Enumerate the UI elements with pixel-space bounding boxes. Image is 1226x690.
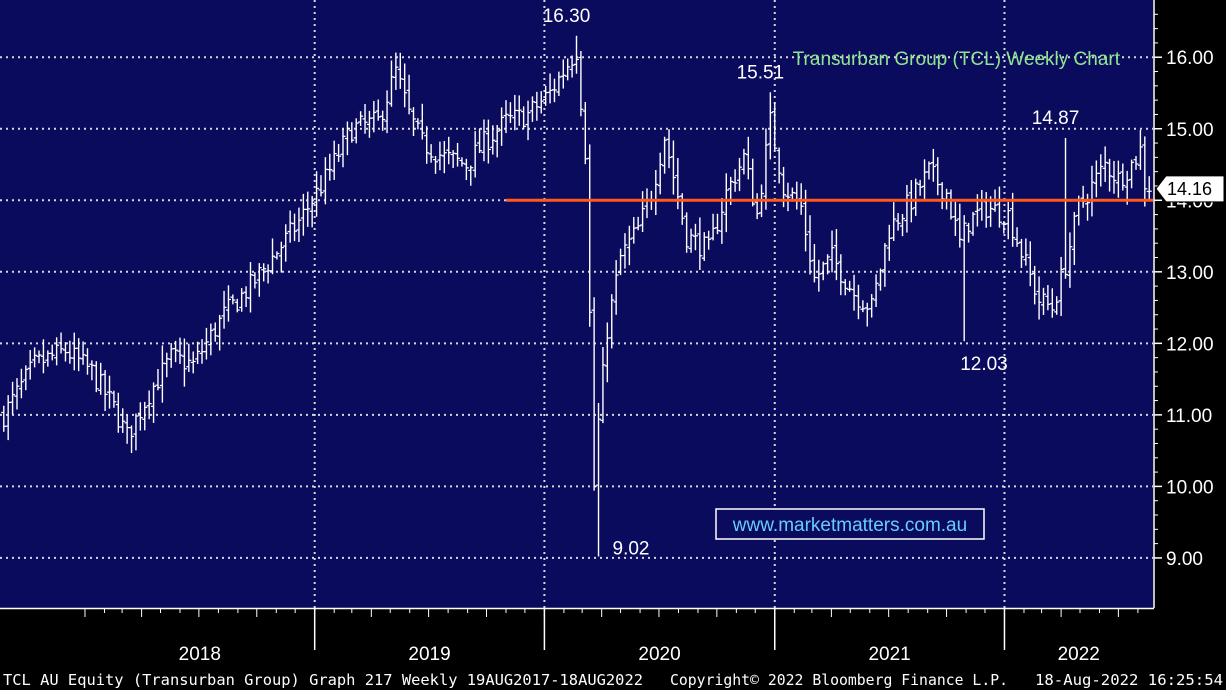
last-price-tag bbox=[1155, 175, 1225, 203]
y-tick-label: 16.00 bbox=[1166, 48, 1214, 69]
y-tick-label: 12.00 bbox=[1166, 334, 1214, 355]
last-price-label: 14.16 bbox=[1167, 179, 1212, 199]
watermark-text: www.marketmatters.com.au bbox=[732, 515, 967, 536]
watermark-box bbox=[715, 508, 985, 540]
price-annotation: 9.02 bbox=[613, 538, 650, 559]
x-axis: 2018 2019 2020 2021 2022 bbox=[84, 608, 1139, 665]
footer-timestamp: 18-Aug-2022 16:25:54 bbox=[1035, 671, 1223, 689]
x-tick-label: 2021 bbox=[868, 644, 910, 665]
x-tick-label: 2020 bbox=[638, 644, 680, 665]
y-axis-panel bbox=[1153, 0, 1226, 608]
footer-security-info: TCL AU Equity (Transurban Group) Graph 2… bbox=[3, 671, 643, 689]
price-annotation: 15.51 bbox=[737, 62, 785, 83]
y-tick-label: 15.00 bbox=[1166, 120, 1214, 141]
last-price-marker: 14.16 bbox=[1155, 175, 1225, 203]
y-tick-label: 10.00 bbox=[1166, 477, 1214, 498]
x-tick-label: 2018 bbox=[179, 644, 221, 665]
plot-background bbox=[0, 0, 1153, 608]
price-annotation: 12.03 bbox=[960, 354, 1008, 375]
y-tick-label: 13.00 bbox=[1166, 263, 1214, 284]
chart-title: Transurban Group (TCL) Weekly Chart bbox=[793, 49, 1121, 70]
price-annotation: 14.87 bbox=[1032, 108, 1080, 129]
y-tick-label: 11.00 bbox=[1166, 406, 1212, 427]
x-tick-label: 2022 bbox=[1058, 644, 1100, 665]
x-axis-panel bbox=[0, 608, 1226, 668]
x-tick-label: 2019 bbox=[408, 644, 450, 665]
footer-copyright: Copyright© 2022 Bloomberg Finance L.P. bbox=[670, 671, 1008, 689]
annotations: 16.30 15.51 14.87 12.03 9.02 bbox=[543, 6, 1080, 560]
price-annotation: 16.30 bbox=[543, 6, 591, 27]
y-tick-label: 9.00 bbox=[1166, 549, 1203, 570]
